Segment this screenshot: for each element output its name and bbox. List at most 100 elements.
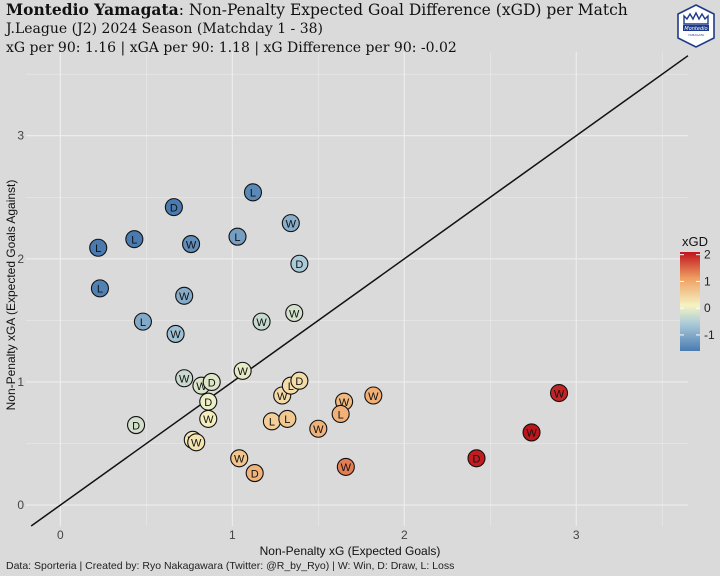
x-tick-label: 0	[57, 528, 64, 542]
chart-header: Montedio Yamagata: Non-Penalty Expected …	[6, 0, 666, 58]
axis-layer: 0 1 2 3 0 1 2 3	[17, 129, 580, 542]
match-point: W	[549, 383, 569, 403]
point-label: W	[526, 428, 537, 440]
y-tick-label: 0	[17, 498, 24, 512]
point-label: W	[186, 239, 197, 251]
grid-layer	[26, 52, 688, 526]
point-label: L	[97, 284, 103, 296]
legend-tick-label: 0	[704, 301, 711, 315]
match-point: W	[166, 324, 185, 343]
legend-tick-label: 2	[704, 248, 711, 262]
chart-subtitle-season: J.League (J2) 2024 Season (Matchday 1 - …	[6, 21, 324, 37]
match-point: L	[90, 279, 109, 298]
reference-line-y-equals-x	[30, 55, 689, 527]
match-point: W	[187, 433, 206, 452]
point-label: L	[234, 232, 240, 244]
point-label: W	[368, 391, 379, 403]
match-point: L	[262, 412, 281, 431]
match-point: W	[336, 457, 355, 476]
point-marker	[126, 415, 146, 435]
point-label: W	[191, 438, 202, 450]
match-point: D	[164, 198, 183, 217]
match-point: D	[245, 464, 264, 483]
point-label: W	[313, 424, 324, 436]
chart-caption: Data: Sporteria | Created by: Ryo Nakaga…	[6, 560, 455, 572]
match-point: W	[522, 423, 541, 442]
point-label: L	[250, 188, 256, 200]
point-label: D	[251, 468, 259, 480]
match-point: L	[133, 312, 152, 331]
point-label: L	[269, 417, 275, 429]
legend-title: xGD	[682, 234, 708, 249]
point-label: W	[289, 308, 300, 320]
point-marker	[285, 303, 304, 323]
match-point: L	[331, 404, 350, 424]
x-tick-label: 2	[401, 528, 408, 542]
point-marker	[309, 419, 328, 438]
point-label: W	[256, 317, 267, 329]
match-point: D	[290, 371, 309, 390]
legend-tick-label: -1	[704, 328, 715, 342]
point-label: D	[208, 377, 216, 389]
point-marker	[522, 423, 541, 442]
point-label: D	[295, 376, 303, 388]
match-point: D	[290, 254, 309, 273]
point-marker	[278, 409, 297, 428]
point-marker	[182, 235, 201, 254]
point-label: L	[284, 414, 290, 426]
point-label: L	[288, 381, 294, 393]
point-label: W	[170, 329, 181, 341]
points-layer: LLDLLWWWLLWDWWDWWDDWWWWWDLLWLDWWLWWDWW	[89, 183, 569, 483]
point-marker	[331, 404, 350, 424]
match-point: D	[126, 415, 146, 435]
chart-title: Montedio Yamagata: Non-Penalty Expected …	[6, 0, 666, 20]
y-tick-label: 3	[17, 129, 24, 143]
match-point: D	[467, 449, 486, 468]
reference-line-layer	[30, 55, 689, 527]
point-marker	[245, 464, 264, 483]
point-marker	[364, 386, 383, 405]
match-point: W	[281, 214, 300, 233]
point-marker	[290, 371, 309, 390]
match-point: W	[233, 361, 252, 380]
point-label: D	[204, 397, 212, 409]
point-label: L	[95, 243, 101, 255]
match-point: L	[243, 183, 263, 202]
point-marker	[202, 372, 221, 392]
match-point: W	[309, 419, 328, 438]
x-tick-label: 1	[229, 528, 236, 542]
match-point: D	[199, 392, 218, 411]
legend-colorbar	[680, 252, 700, 351]
point-label: D	[295, 259, 303, 271]
point-marker	[199, 409, 218, 428]
point-label: W	[237, 366, 248, 378]
match-point: L	[228, 227, 247, 246]
point-label: D	[473, 454, 481, 466]
point-marker	[175, 286, 194, 305]
match-point: W	[285, 303, 304, 323]
point-marker	[125, 230, 144, 249]
point-marker	[467, 449, 486, 468]
point-marker	[164, 198, 183, 217]
point-label: W	[196, 381, 207, 393]
point-marker	[290, 254, 309, 273]
point-marker	[228, 227, 247, 246]
match-point: W	[175, 286, 194, 305]
y-tick-label: 1	[17, 375, 24, 389]
y-tick-label: 2	[17, 252, 24, 266]
match-point: D	[202, 372, 221, 392]
logo-subtext: YAMAGATA	[688, 33, 705, 37]
point-marker	[166, 324, 185, 343]
x-tick-label: 3	[573, 528, 580, 542]
match-point: W	[252, 312, 271, 331]
match-point: W	[199, 409, 218, 428]
point-marker	[90, 279, 109, 298]
point-label: D	[132, 420, 140, 432]
point-marker	[336, 457, 355, 476]
y-axis-label: Non-Penalty xGA (Expected Goals Against)	[4, 180, 18, 411]
point-marker	[252, 312, 271, 331]
point-marker	[187, 433, 206, 452]
point-label: D	[170, 202, 178, 214]
legend-tick-label: 1	[704, 274, 711, 288]
